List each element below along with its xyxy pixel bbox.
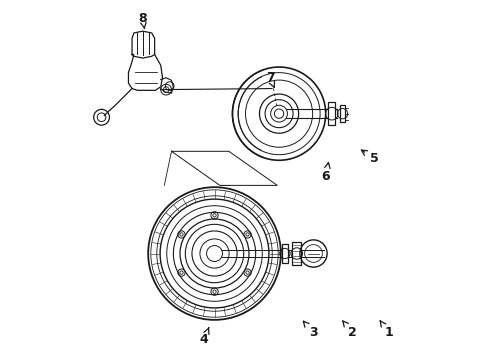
Text: 4: 4 (199, 328, 209, 346)
Bar (282, 244, 288, 263)
Bar (340, 105, 345, 122)
Bar (293, 242, 301, 265)
Bar (328, 102, 335, 125)
Text: 3: 3 (303, 321, 318, 339)
Text: 6: 6 (321, 163, 330, 183)
Text: 2: 2 (343, 321, 357, 339)
Text: 7: 7 (266, 71, 274, 87)
Text: 5: 5 (362, 150, 378, 165)
Text: 1: 1 (380, 321, 393, 339)
Text: 8: 8 (139, 12, 147, 28)
